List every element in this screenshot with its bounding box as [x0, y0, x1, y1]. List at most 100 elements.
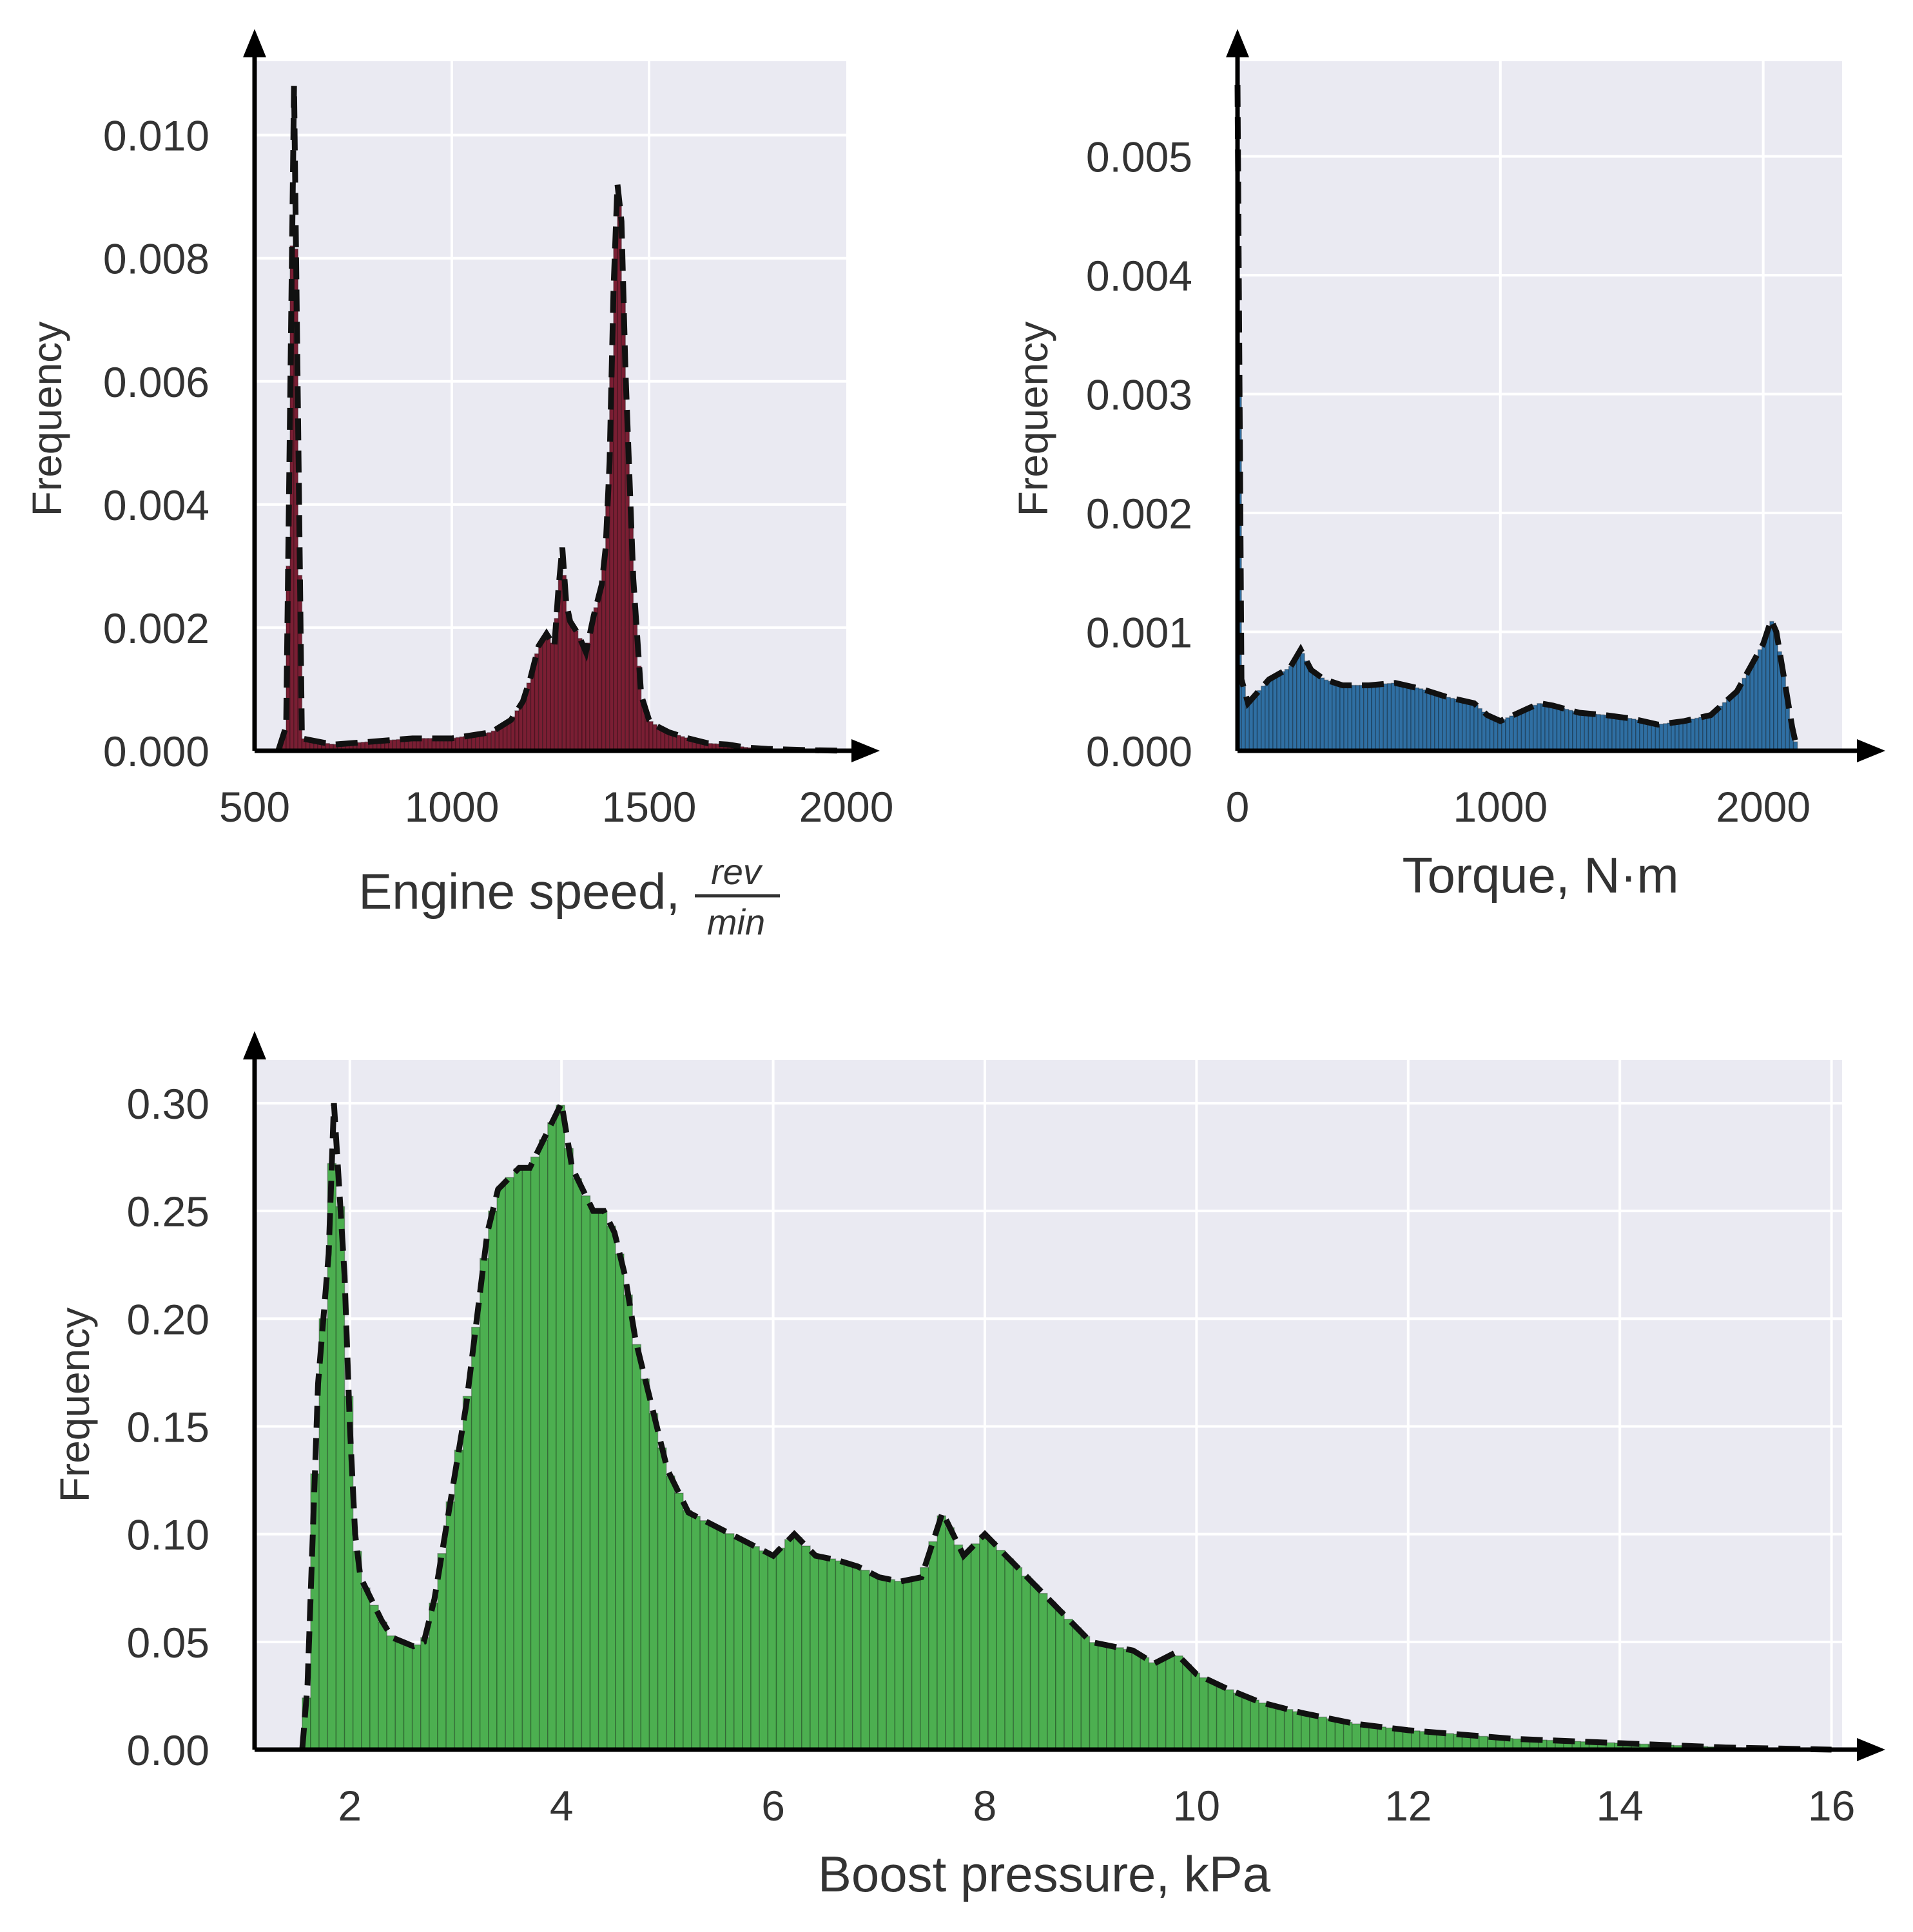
engine-bar-2: [286, 565, 291, 751]
torque-bar-134: [1765, 629, 1771, 751]
torque-bar-26: [1339, 684, 1345, 751]
boost-bar-89: [1055, 1610, 1065, 1750]
torque-bar-129: [1745, 670, 1751, 751]
torque-bar-120: [1710, 713, 1715, 751]
torque-bar-43: [1406, 685, 1412, 751]
boost-bar-9: [378, 1621, 388, 1750]
boost-bar-17: [445, 1501, 456, 1750]
torque-bar-34: [1371, 684, 1376, 751]
torque-y-tick-label: 0.001: [1086, 609, 1192, 657]
boost-y-tick-label: 0.25: [127, 1188, 209, 1235]
boost-bar-117: [1292, 1711, 1302, 1750]
torque-x-ticks: 0 1000 2000: [1226, 783, 1811, 831]
engine-bar-81: [597, 592, 603, 751]
engine-bar-73: [565, 612, 571, 751]
boost-bar-91: [1072, 1627, 1082, 1750]
boost-bar-118: [1301, 1713, 1310, 1750]
boost-density-line: [299, 1094, 1832, 1753]
torque-bar-12: [1284, 668, 1290, 751]
torque-bar-51: [1438, 694, 1443, 751]
boost-bar-8: [369, 1605, 379, 1750]
torque-bar-128: [1742, 677, 1747, 751]
boost-bar-84: [1013, 1567, 1023, 1750]
torque-bar-98: [1623, 717, 1629, 751]
boost-bar-120: [1317, 1716, 1328, 1750]
engine-bar-66: [538, 642, 543, 751]
engine-bar-101: [676, 735, 681, 751]
torque-bar-55: [1453, 699, 1459, 751]
engine-bar-61: [518, 704, 523, 751]
torque-bar-73: [1524, 708, 1530, 751]
engine-x-axis-unit-denominator: min: [707, 902, 765, 942]
boost-bar-114: [1267, 1705, 1277, 1750]
boost-bar-21: [479, 1257, 489, 1750]
torque-bar-105: [1651, 723, 1656, 751]
boost-bar-75: [937, 1515, 946, 1750]
engine-bar-72: [561, 574, 567, 751]
torque-bar-118: [1702, 715, 1707, 751]
boost-x-tick-label: 8: [973, 1782, 997, 1830]
torque-bar-20: [1316, 674, 1321, 751]
torque-bar-125: [1729, 695, 1735, 751]
engine-bar-77: [581, 647, 587, 751]
boost-bar-72: [911, 1578, 921, 1750]
engine-y-tick-label: 0.000: [103, 728, 209, 775]
engine-x-tick-label: 500: [219, 783, 290, 831]
torque-bar-69: [1509, 715, 1514, 751]
boost-bar-11: [394, 1640, 405, 1750]
boost-bar-116: [1283, 1708, 1294, 1750]
boost-bar-22: [488, 1210, 498, 1750]
boost-bar-61: [818, 1556, 828, 1750]
torque-bar-53: [1446, 697, 1452, 751]
boost-bar-101: [1156, 1659, 1167, 1750]
boost-bar-76: [945, 1527, 955, 1750]
torque-density-line: [1234, 84, 1801, 751]
torque-bar-82: [1560, 708, 1566, 751]
boost-bar-62: [826, 1558, 837, 1750]
torque-bar-33: [1367, 684, 1372, 751]
boost-bar-97: [1123, 1648, 1132, 1750]
boost-bar-96: [1114, 1647, 1124, 1750]
engine-bar-69: [550, 642, 555, 751]
boost-bar-68: [877, 1577, 888, 1750]
torque-bar-35: [1375, 684, 1380, 751]
boost-bar-42: [657, 1447, 667, 1750]
boost-bar-23: [496, 1185, 506, 1750]
boost-bar-98: [1131, 1652, 1141, 1750]
torque-bar-8: [1268, 677, 1274, 751]
torque-bar-71: [1517, 711, 1522, 751]
engine-x-tick-label: 2000: [799, 783, 894, 831]
torque-bar-58: [1466, 701, 1471, 751]
engine-bar-58: [506, 720, 512, 751]
boost-bar-85: [1021, 1576, 1031, 1750]
torque-bar-60: [1473, 704, 1479, 751]
torque-bar-14: [1292, 659, 1297, 751]
engine-x-ticks: 500 1000 1500 2000: [219, 783, 893, 831]
torque-bar-6: [1260, 685, 1266, 751]
torque-bar-95: [1611, 715, 1617, 751]
boost-bar-18: [454, 1449, 464, 1750]
torque-bar-39: [1390, 682, 1396, 751]
torque-y-ticks: 0.000 0.001 0.002 0.003 0.004 0.005: [1086, 133, 1192, 775]
boost-bar-56: [775, 1547, 786, 1750]
torque-bar-42: [1403, 684, 1408, 751]
torque-bar-122: [1718, 706, 1724, 751]
boost-bar-53: [750, 1546, 760, 1750]
torque-bar-102: [1639, 720, 1644, 751]
boost-bar-43: [665, 1475, 675, 1750]
torque-bar-25: [1335, 683, 1341, 751]
torque-bar-19: [1312, 671, 1317, 751]
engine-y-tick-label: 0.008: [103, 235, 209, 283]
torque-bar-48: [1426, 690, 1432, 751]
boost-bar-92: [1080, 1636, 1091, 1750]
boost-y-tick-label: 0.10: [127, 1511, 209, 1559]
torque-bar-131: [1753, 656, 1759, 751]
engine-gridlines: [255, 61, 846, 751]
torque-bar-47: [1422, 689, 1428, 751]
torque-bar-49: [1430, 691, 1435, 751]
boost-bar-127: [1377, 1726, 1387, 1750]
boost-bar-24: [505, 1177, 515, 1750]
boost-bar-102: [1165, 1654, 1175, 1750]
boost-bar-99: [1140, 1657, 1150, 1750]
torque-bar-103: [1643, 721, 1648, 751]
